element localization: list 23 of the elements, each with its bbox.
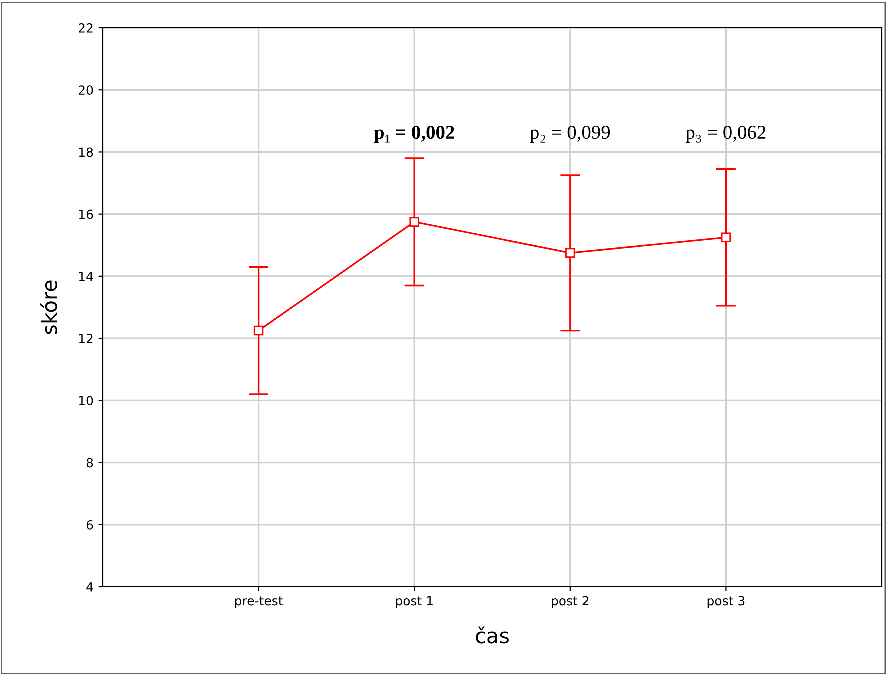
point — [721, 232, 732, 242]
annotation: p₂ = 0,099 — [530, 126, 610, 144]
y-tick-label: 18 — [79, 148, 94, 158]
x-tick-label: pre-test — [235, 596, 283, 608]
y-tick-label: 8 — [86, 458, 94, 468]
annotation: p₃ = 0,062 — [686, 126, 766, 144]
annotation: p₁ = 0,002 — [374, 126, 454, 144]
x-tick-label: post 1 — [396, 596, 433, 608]
point — [254, 326, 264, 336]
x-tick-label: post 2 — [552, 596, 589, 608]
y-tick-label: 4 — [86, 582, 94, 592]
y-tick-label: 10 — [79, 396, 94, 406]
y-tick-label: 16 — [79, 210, 94, 220]
x-axis-title: čas — [476, 626, 510, 644]
point — [566, 248, 576, 258]
y-tick-label: 12 — [79, 334, 93, 344]
y-axis-title: skóre — [40, 280, 58, 334]
y-tick-label: 14 — [79, 272, 94, 282]
y-tick-label: 6 — [86, 520, 94, 530]
x-tick-label: post 3 — [708, 596, 745, 608]
y-tick-label: 22 — [78, 23, 93, 33]
y-tick-label: 20 — [78, 86, 94, 96]
point — [410, 217, 420, 227]
